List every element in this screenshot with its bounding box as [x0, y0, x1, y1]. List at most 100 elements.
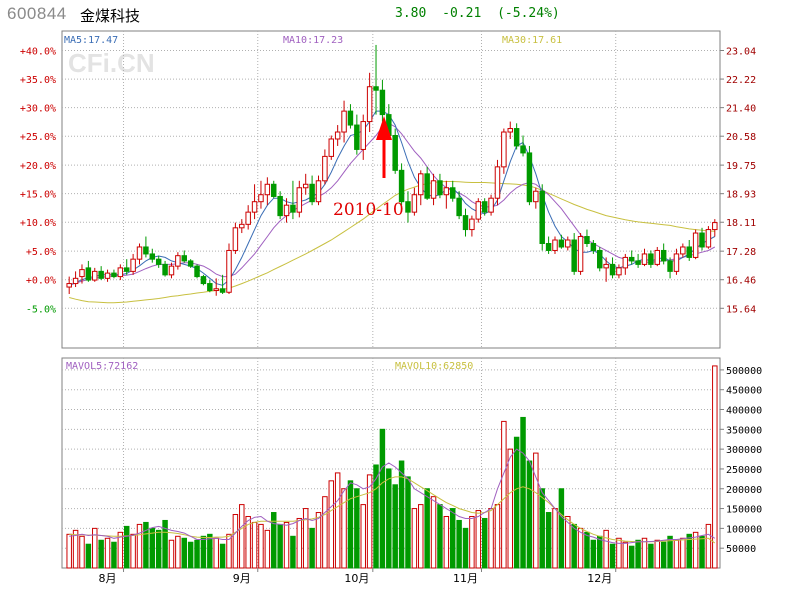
volume-bar-down: [635, 539, 641, 569]
volume-bar-down: [584, 531, 590, 569]
volume-bar-up: [616, 537, 622, 569]
volume-bar-down: [667, 535, 673, 569]
volume-tick-label: 150000: [726, 505, 762, 516]
volume-bar-up: [264, 529, 271, 569]
candle-up: [258, 194, 264, 203]
candle-up: [507, 128, 513, 133]
volume-bar-up: [302, 508, 309, 569]
volume-tick-label: 300000: [726, 445, 762, 456]
volume-tick-label: 400000: [726, 406, 762, 417]
percent-tick-label: +30.0%: [20, 104, 56, 115]
quote-header: 600844 金煤科技 3.80 -0.21 (-5.24%): [0, 0, 800, 30]
volume-bar-down: [597, 535, 603, 569]
candle-up: [175, 255, 181, 267]
volume-bar-down: [449, 508, 456, 569]
month-label: 8月: [99, 572, 117, 585]
volume-bar-down: [609, 543, 616, 569]
month-label: 10月: [344, 572, 369, 585]
candle-up: [264, 183, 271, 196]
candle-down: [513, 128, 520, 147]
ma5-label: MA5:17.47: [64, 35, 118, 46]
volume-bar-down: [149, 527, 156, 569]
candle-up: [552, 239, 558, 251]
candle-up: [232, 227, 239, 251]
volume-bar-down: [392, 484, 398, 569]
candle-up: [328, 138, 335, 157]
candle-down: [392, 135, 398, 171]
volume-bar-up: [334, 472, 341, 569]
candle-up: [494, 166, 501, 199]
volume-bar-down: [123, 525, 130, 569]
candle-up: [296, 187, 303, 213]
percent-tick-label: +35.0%: [20, 75, 56, 86]
candle-down: [660, 249, 667, 262]
volume-bar-down: [219, 543, 226, 569]
volume-bar-up: [117, 531, 124, 569]
candle-down: [590, 242, 597, 251]
candle-down: [686, 246, 692, 258]
volume-bar-down: [539, 488, 545, 569]
volume-tick-label: 500000: [726, 366, 762, 377]
volume-bar-down: [545, 512, 552, 569]
price-chart: CFi.CN 23.04 +40.0% 22.22 +35.0% 21.40 +30.0% 2…: [20, 30, 756, 349]
volume-bar-down: [200, 535, 207, 569]
volume-bar-down: [648, 543, 654, 569]
price-tick-label: 18.11: [726, 218, 756, 229]
volume-tick-label: 200000: [726, 485, 762, 496]
price-quote: 3.80 -0.21 (-5.24%): [395, 6, 568, 21]
volume-bar-down: [155, 529, 162, 569]
candle-up: [239, 223, 245, 229]
candle-up: [692, 232, 699, 258]
candle-down: [379, 89, 386, 116]
candle-up: [673, 253, 680, 272]
volume-bar-down: [520, 416, 526, 569]
volume-bar-up: [258, 523, 264, 569]
volume-bar-up: [92, 527, 98, 569]
candle-up: [322, 155, 328, 182]
volume-bar-down: [85, 543, 92, 569]
volume-bar-down: [590, 539, 597, 569]
volume-bar-down: [699, 535, 705, 569]
percent-tick-label: +25.0%: [20, 132, 56, 143]
candle-up: [334, 131, 341, 140]
volume-bar-down: [405, 476, 411, 569]
volume-bar-up: [603, 529, 609, 569]
volume-bar-up: [680, 537, 686, 569]
price-tick-label: 22.22: [726, 75, 756, 86]
volume-bar-up: [360, 504, 366, 569]
volume-bar-up: [296, 517, 303, 569]
volume-bar-up: [494, 504, 501, 569]
candle-up: [366, 86, 373, 123]
volume-bar-up: [430, 496, 437, 569]
candle-down: [155, 258, 162, 265]
candle-up: [168, 265, 175, 276]
candle-up: [92, 270, 98, 281]
candle-down: [609, 263, 616, 276]
candle-up: [469, 218, 475, 231]
candle-down: [309, 183, 315, 203]
price-tick-label: 19.75: [726, 161, 756, 172]
candle-up: [641, 253, 648, 265]
candle-up: [341, 110, 347, 133]
candle-up: [117, 267, 124, 278]
candle-up: [130, 258, 136, 272]
volume-bar-up: [418, 504, 424, 569]
volume-tick-label: 100000: [726, 524, 762, 535]
volume-bar-up: [692, 531, 699, 569]
candle-up: [418, 173, 424, 196]
volume-bar-up: [507, 448, 513, 569]
candle-up: [654, 249, 661, 265]
price-tick-label: 15.64: [726, 304, 756, 315]
candle-down: [545, 242, 552, 251]
candle-down: [98, 270, 104, 279]
candle-up: [360, 121, 366, 150]
volume-bar-up: [72, 529, 79, 569]
volume-bar-up: [641, 537, 648, 569]
volume-bar-down: [628, 545, 635, 569]
volume-bar-up: [533, 452, 539, 569]
volume-chart: 500000 450000 400000 350000 300000 250000 2000…: [61, 357, 762, 585]
candle-down: [648, 253, 654, 265]
percent-tick-label: +5.0%: [26, 247, 56, 258]
candle-up: [616, 267, 622, 276]
candle-up: [79, 269, 85, 278]
